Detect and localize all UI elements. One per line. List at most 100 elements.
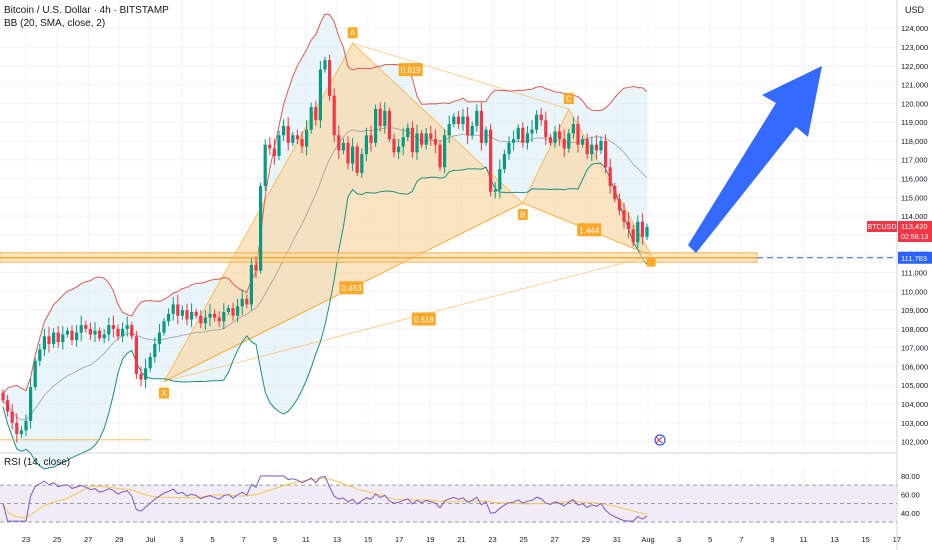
rsi-legend: RSI (14, close) [4,457,71,468]
candle-body [640,221,644,237]
candle-body [397,146,401,153]
candle-body [231,308,235,316]
candle-body [328,60,332,96]
candle-body [226,308,230,312]
support-zone [0,251,897,263]
candle-body [599,140,603,151]
time-tick-label: 7 [242,535,246,544]
candle-body [489,129,493,192]
candle-body [581,139,585,145]
time-tick-label: 13 [333,535,341,544]
time-tick-label: 15 [364,535,372,544]
ratio-label-bg [398,63,423,77]
candle-body [590,144,594,155]
candle-body [332,95,336,136]
time-tick-label: Aug [641,535,654,544]
candle-body [61,334,65,343]
candle-body [466,116,470,136]
candle-body [75,332,79,341]
candle-body [576,124,580,145]
candle-body [300,139,304,147]
candle-body [93,330,97,335]
candle-body [553,131,557,143]
candle-body [608,167,612,187]
candle-body [622,210,626,222]
candle-body [525,133,529,143]
candle-body [148,357,152,369]
arrow-shape [688,66,822,253]
price-tick-label: 108,000 [901,325,928,334]
candle-body [539,114,543,121]
candle-body [263,144,267,187]
candle-body [387,110,391,140]
symbol-title: Bitcoin / U.S. Dollar · 4h · BITSTAMP [4,5,169,16]
candle-body [176,304,180,316]
candle-body [461,116,465,125]
pattern-line-ac [352,42,569,110]
indicator-legend: BB (20, SMA, close, 2) [4,18,106,29]
candle-body [562,139,566,149]
candle-body [38,349,42,361]
candle-body [351,146,355,164]
price-tick-label: 103,000 [901,419,928,428]
pattern-line-xd [163,255,652,382]
candle-body [355,146,359,173]
rsi-ma-line [2,477,648,519]
candle-body [157,332,161,344]
price-tick-label: 102,000 [901,438,928,447]
candle-body [98,330,102,339]
candle-body [65,330,69,335]
time-tick-label: 11 [800,535,808,544]
candle-body [259,186,263,271]
candle-body [167,313,171,322]
candle-body [585,139,589,155]
candle-body [548,137,552,143]
price-tick-label: 107,000 [901,344,928,353]
candle-body [240,298,244,307]
candle-body [52,332,56,344]
candle-body [535,114,539,130]
point-label-bg [517,208,528,220]
candle-body [153,343,157,358]
time-tick-label: 13 [830,535,838,544]
candle-body [277,135,281,156]
price-tick-label: 121,000 [901,81,928,90]
price-tick-label: 114,000 [901,212,928,221]
candle-body [185,310,189,320]
candle-body [10,411,14,423]
candle-body [190,311,194,320]
candle-body [213,313,217,318]
candle-body [144,368,148,380]
chart-icons [654,434,666,446]
time-tick-label: 7 [739,535,743,544]
candle-body [162,321,166,333]
candle-body [249,264,253,305]
time-tick-label: 11 [302,535,310,544]
candle-body [604,140,608,168]
ratio-label: 0.619 [401,66,422,75]
candle-body [424,133,428,145]
candle-body [631,229,635,243]
time-axis[interactable]: 23 25 27 29 Jul 3 5 7 9 11 13 15 17 19 21 23 25 27 29 31 Aug… [22,535,901,544]
candle-body [24,420,28,431]
bollinger-band-lines [0,13,648,470]
candle-body [530,129,534,134]
candle-body [19,430,23,435]
price-tick-label: 122,000 [901,62,928,71]
time-tick-label: 25 [53,535,61,544]
candle-body [29,387,33,421]
price-tick-label: 117,000 [901,156,928,165]
bb-basis-line [2,127,648,421]
time-tick-label: 25 [519,535,527,544]
candle-body [268,144,272,149]
time-tick-label: 5 [708,535,712,544]
time-tick-label: 15 [862,535,870,544]
time-tick-label: 9 [273,535,277,544]
bb-upper-line [2,13,648,395]
candle-body [286,125,290,143]
candle-body [33,360,37,388]
candle-body [364,135,368,155]
price-tick-label: 116,000 [901,175,928,184]
candle-body [627,221,631,230]
